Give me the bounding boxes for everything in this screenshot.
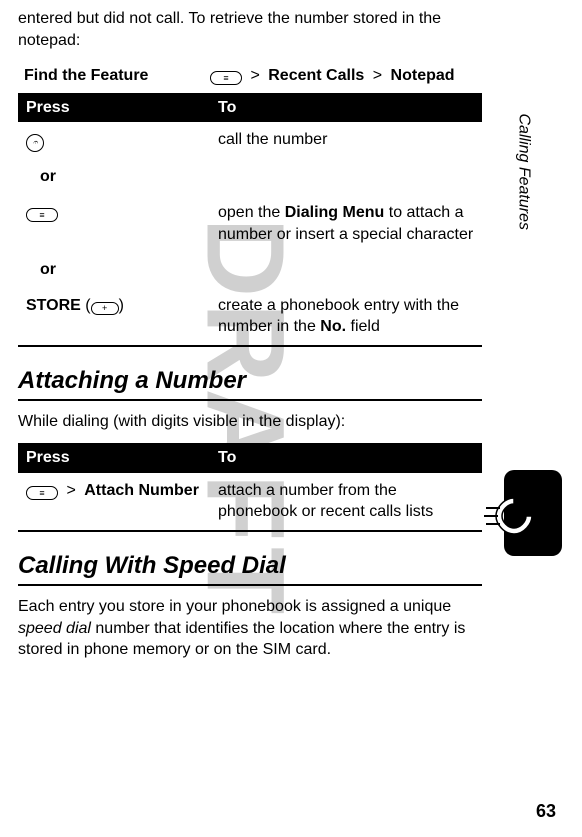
table-row: ≡ > Attach Number attach a number from t… bbox=[18, 473, 482, 531]
col-to: To bbox=[210, 443, 482, 473]
menu-key-icon: ≡ bbox=[26, 208, 58, 222]
press-cell: ≡ > Attach Number bbox=[18, 473, 210, 531]
to-cell: call the number bbox=[210, 122, 482, 159]
to-cell: open the Dialing Menu to attach a number… bbox=[210, 195, 482, 252]
attaching-text: While dialing (with digits visible in th… bbox=[18, 411, 482, 433]
softkey-icon: + bbox=[91, 302, 119, 315]
path-notepad: Notepad bbox=[391, 67, 455, 84]
page-number: 63 bbox=[536, 799, 556, 823]
menu-key-icon: ≡ bbox=[26, 486, 58, 500]
table-row: 𝄐 call the number bbox=[18, 122, 482, 159]
path-separator: > bbox=[250, 67, 259, 84]
intro-text: entered but did not call. To retrieve th… bbox=[18, 8, 482, 51]
table-row: or bbox=[18, 252, 482, 288]
to-cell: attach a number from the phonebook or re… bbox=[210, 473, 482, 531]
or-label: or bbox=[18, 159, 210, 195]
store-cell: STORE (+) bbox=[18, 288, 210, 346]
press-table-1: Press To 𝄐 call the number or ≡ open the… bbox=[18, 93, 482, 347]
to-cell: create a phonebook entry with the number… bbox=[210, 288, 482, 346]
table-row: or bbox=[18, 159, 482, 195]
or-label: or bbox=[18, 252, 210, 288]
col-to: To bbox=[210, 93, 482, 123]
side-section-label: Calling Features bbox=[512, 114, 534, 231]
find-feature-row: Find the Feature ≡ > Recent Calls > Note… bbox=[18, 65, 482, 87]
heading-speed-dial: Calling With Speed Dial bbox=[18, 550, 482, 586]
speed-dial-text: Each entry you store in your phonebook i… bbox=[18, 596, 482, 661]
col-press: Press bbox=[18, 443, 210, 473]
menu-key-icon: ≡ bbox=[210, 71, 242, 85]
page-content: entered but did not call. To retrieve th… bbox=[0, 0, 500, 661]
col-press: Press bbox=[18, 93, 210, 123]
path-recent-calls: Recent Calls bbox=[268, 67, 364, 84]
press-table-2: Press To ≡ > Attach Number attach a numb… bbox=[18, 443, 482, 532]
call-key-icon: 𝄐 bbox=[26, 134, 44, 152]
path-separator: > bbox=[373, 67, 382, 84]
heading-attaching-number: Attaching a Number bbox=[18, 365, 482, 401]
find-feature-label: Find the Feature bbox=[18, 65, 210, 87]
find-feature-path: ≡ > Recent Calls > Notepad bbox=[210, 65, 455, 87]
table-row: STORE (+) create a phonebook entry with … bbox=[18, 288, 482, 346]
phone-handset-icon bbox=[504, 470, 562, 556]
table-row: ≡ open the Dialing Menu to attach a numb… bbox=[18, 195, 482, 252]
